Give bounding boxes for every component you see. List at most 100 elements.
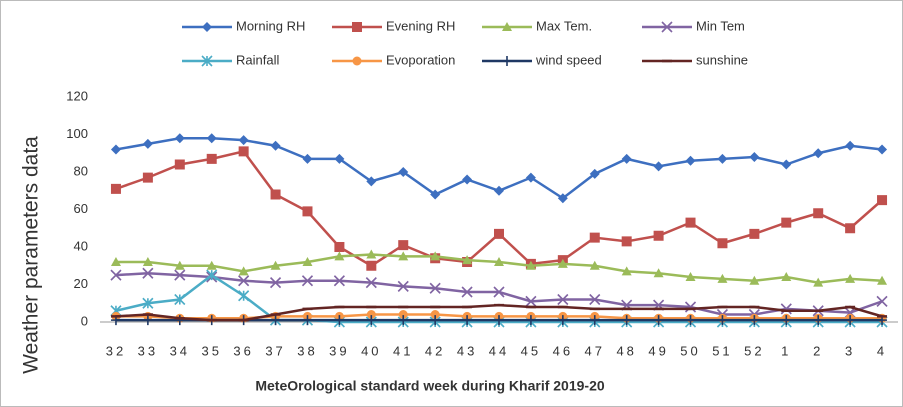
point — [557, 193, 568, 204]
point — [238, 290, 250, 302]
point — [270, 140, 281, 151]
legend-label: Evening RH — [386, 18, 455, 33]
point — [653, 268, 664, 278]
x-tick-label: 4 — [877, 343, 887, 358]
point — [749, 152, 760, 162]
point — [334, 251, 345, 261]
point — [142, 297, 154, 309]
point — [876, 295, 888, 307]
point — [717, 315, 728, 326]
point — [557, 315, 568, 326]
point — [398, 251, 409, 261]
point — [462, 315, 473, 326]
x-tick-label: 38 — [297, 343, 317, 358]
point — [621, 153, 632, 164]
point — [685, 315, 696, 326]
x-tick-label: 36 — [233, 343, 253, 358]
point — [525, 172, 536, 183]
point — [685, 272, 696, 281]
point — [301, 275, 314, 287]
point — [269, 277, 282, 289]
point — [717, 238, 728, 249]
point — [366, 315, 377, 326]
point — [813, 315, 824, 326]
legend-marker — [661, 21, 673, 33]
x-tick-label: 43 — [457, 343, 477, 358]
point — [621, 266, 632, 276]
x-tick-label: 34 — [170, 343, 190, 358]
point — [238, 275, 250, 287]
legend-label: Rainfall — [236, 52, 279, 67]
point — [206, 153, 217, 164]
point — [110, 269, 122, 281]
legend-marker — [502, 22, 512, 31]
point — [589, 315, 600, 326]
point — [174, 133, 185, 144]
point — [781, 315, 792, 326]
point — [845, 273, 856, 283]
point — [685, 155, 696, 166]
point — [110, 183, 121, 194]
point — [270, 260, 281, 270]
x-tick-label: 48 — [616, 343, 636, 358]
x-tick-label: 32 — [106, 343, 126, 358]
point — [365, 277, 377, 289]
point — [557, 293, 569, 306]
point — [238, 146, 249, 157]
point — [589, 168, 600, 179]
point — [174, 269, 186, 281]
point — [366, 249, 377, 259]
legend-marker — [202, 22, 212, 32]
x-tick-label: 50 — [680, 343, 700, 358]
x-tick-label: 41 — [393, 343, 413, 358]
point — [206, 260, 217, 270]
legend-label: Evoporation — [386, 52, 455, 67]
point — [845, 315, 856, 326]
point — [334, 242, 345, 252]
legend-marker — [352, 22, 362, 32]
point — [366, 176, 377, 187]
point — [684, 301, 697, 313]
y-tick-label: 0 — [81, 313, 88, 328]
point — [366, 310, 376, 319]
x-tick-label: 47 — [585, 343, 605, 358]
y-tick-label: 20 — [74, 276, 88, 291]
point — [429, 282, 441, 294]
point — [780, 303, 792, 315]
point — [110, 257, 121, 266]
point — [653, 161, 664, 172]
point — [781, 217, 792, 228]
x-axis-label: MeteOrological standard week during Khar… — [255, 378, 605, 394]
point — [270, 315, 281, 326]
point — [398, 167, 409, 177]
legend-label: Morning RH — [236, 18, 305, 33]
point — [717, 153, 728, 164]
point — [494, 257, 504, 266]
legend-marker — [201, 55, 213, 67]
point — [142, 138, 153, 149]
point — [174, 159, 185, 170]
point — [813, 277, 824, 287]
point — [749, 315, 760, 326]
x-tick-label: 45 — [521, 343, 541, 358]
point — [621, 315, 632, 326]
x-tick-label: 46 — [553, 343, 573, 358]
point — [781, 272, 792, 281]
x-tick-label: 51 — [712, 343, 732, 358]
point — [653, 230, 664, 241]
legend-marker — [502, 56, 512, 66]
point — [462, 255, 473, 265]
x-tick-label: 42 — [425, 343, 445, 358]
point — [525, 260, 536, 270]
point — [142, 257, 153, 266]
point — [461, 286, 473, 298]
x-tick-label: 3 — [845, 343, 855, 358]
point — [366, 260, 377, 271]
y-tick-label: 100 — [66, 126, 88, 141]
point — [493, 286, 505, 298]
point — [206, 133, 217, 144]
point — [238, 135, 249, 146]
point — [302, 206, 313, 217]
point — [174, 315, 185, 326]
